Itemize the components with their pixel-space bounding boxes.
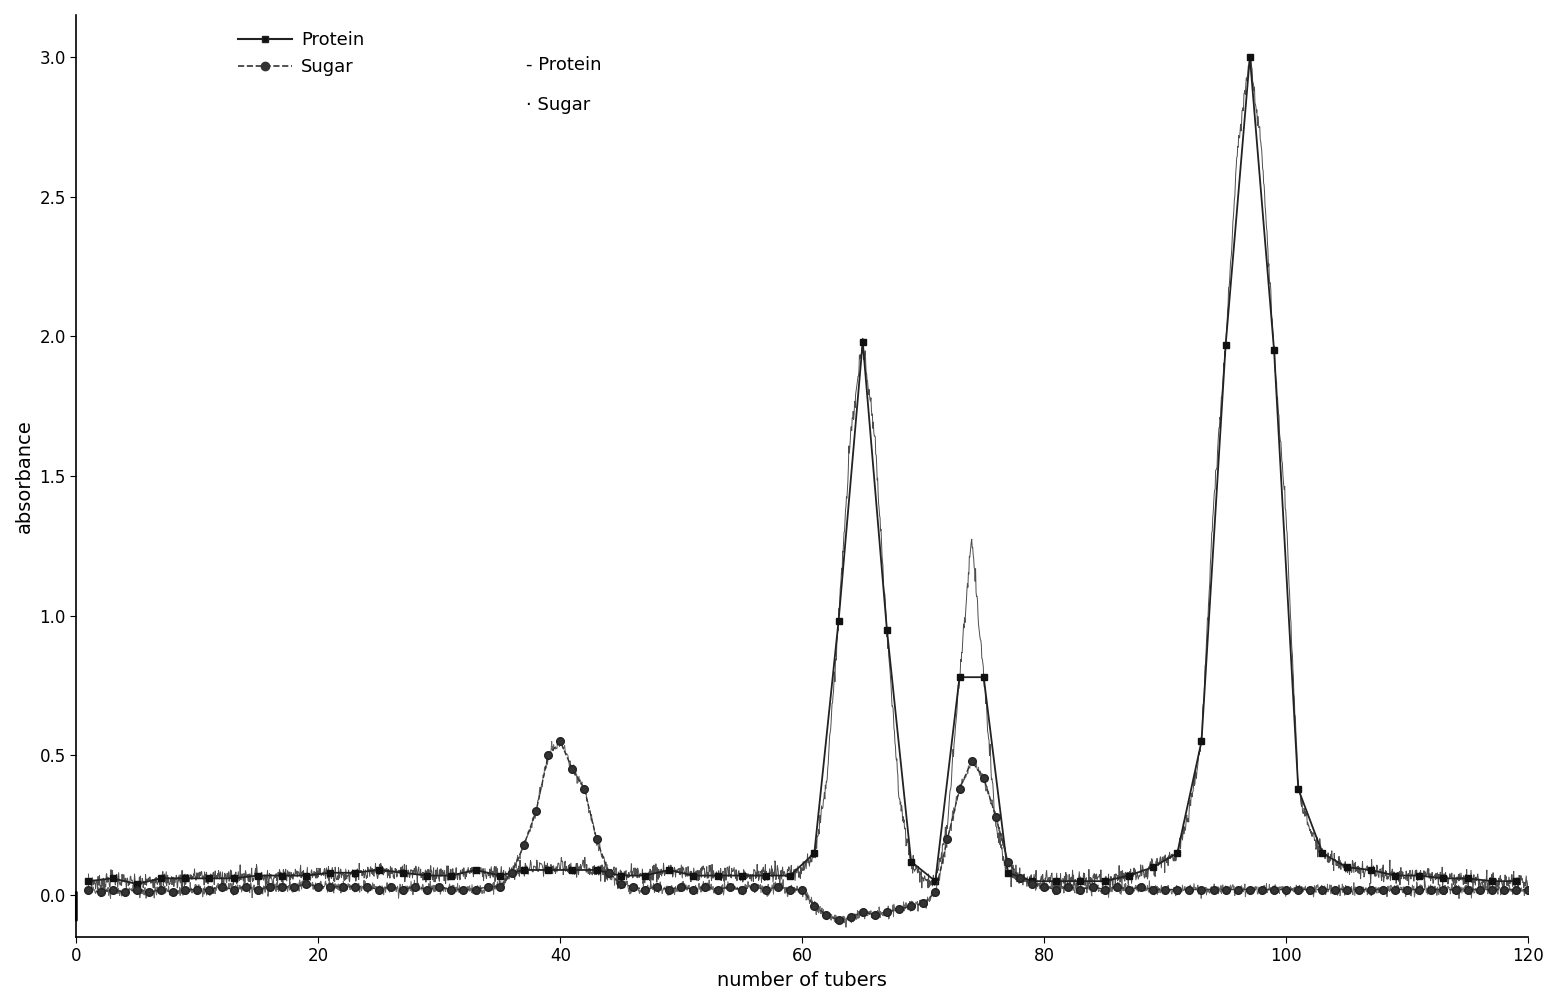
Y-axis label: absorbance: absorbance — [16, 419, 34, 533]
Legend: Protein, Sugar: Protein, Sugar — [231, 24, 371, 83]
Text: - Protein: - Protein — [527, 56, 602, 74]
X-axis label: number of tubers: number of tubers — [717, 971, 887, 990]
Text: · Sugar: · Sugar — [527, 96, 591, 115]
